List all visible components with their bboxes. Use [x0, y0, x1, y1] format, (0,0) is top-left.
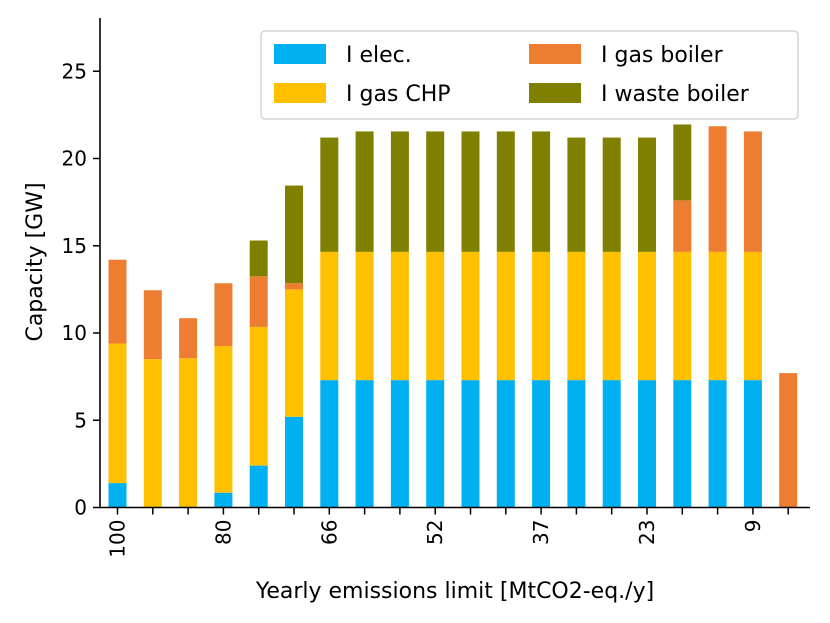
y-tick-label-10: 10: [62, 321, 87, 345]
bar-i-gas-chp-5: [285, 289, 303, 417]
legend-swatch-i-elec: [274, 44, 326, 64]
bar-i-waste-boiler-11: [496, 131, 515, 252]
bar-i-waste-boiler-10: [461, 131, 480, 252]
bar-i-gas-boiler-17: [708, 126, 727, 252]
bar-i-gas-boiler-3: [214, 283, 233, 347]
bar-i-gas-boiler-19: [779, 373, 798, 508]
bar-i-elec-5: [285, 416, 303, 508]
y-tick-label-5: 5: [74, 408, 87, 432]
y-tick-label-0: 0: [74, 496, 87, 520]
bar-i-elec-4: [249, 465, 268, 508]
bar-i-elec-12: [532, 380, 551, 508]
x-tick-label-9: 9: [741, 520, 765, 533]
x-tick-label-100: 100: [106, 520, 130, 558]
bar-i-gas-boiler-2: [179, 318, 198, 359]
legend-label-i-elec: I elec.: [346, 43, 412, 68]
x-tick-label-23: 23: [635, 520, 659, 545]
bar-i-gas-chp-6: [320, 251, 339, 381]
bar-i-elec-8: [390, 380, 409, 508]
bar-i-gas-chp-7: [355, 251, 374, 381]
legend-label-i-gas-chp: I gas CHP: [346, 82, 451, 107]
bar-i-gas-boiler-4: [249, 276, 268, 327]
bar-i-gas-chp-11: [496, 251, 515, 381]
bar-i-waste-boiler-9: [426, 131, 445, 252]
bar-i-gas-boiler-0: [108, 259, 127, 344]
bar-i-elec-15: [638, 380, 656, 508]
bar-i-waste-boiler-13: [567, 137, 586, 252]
bar-i-waste-boiler-5: [285, 185, 303, 284]
bar-i-elec-6: [320, 380, 339, 508]
bar-i-waste-boiler-15: [638, 137, 656, 252]
bar-i-waste-boiler-8: [390, 131, 409, 252]
legend-label-i-waste-boiler: I waste boiler: [601, 82, 750, 107]
bar-i-gas-chp-15: [638, 251, 656, 381]
bar-i-gas-boiler-1: [143, 290, 162, 360]
bar-i-waste-boiler-12: [532, 131, 551, 252]
bar-i-gas-boiler-18: [743, 131, 762, 252]
legend-swatch-i-gas-boiler: [529, 44, 581, 64]
x-ticks: 100 80 66 52 37 23 9: [106, 507, 789, 558]
bar-i-elec-16: [673, 380, 692, 508]
y-tick-label-25: 25: [62, 59, 87, 83]
x-tick-label-66: 66: [317, 520, 341, 545]
bar-i-gas-chp-1: [143, 359, 162, 508]
bar-i-gas-chp-0: [108, 343, 127, 484]
bar-i-elec-10: [461, 380, 480, 508]
y-ticks: 0 5 10 15 20 25: [62, 59, 100, 520]
bar-i-gas-boiler-5: [285, 283, 303, 290]
bar-i-gas-chp-17: [708, 251, 727, 381]
bar-i-elec-7: [355, 380, 374, 508]
axes: [99, 18, 810, 509]
bar-i-elec-3: [214, 492, 233, 508]
bar-i-gas-chp-12: [532, 251, 551, 381]
bar-i-elec-9: [426, 380, 445, 508]
bar-i-gas-chp-3: [214, 346, 233, 493]
bar-group: [108, 124, 798, 508]
y-tick-label-15: 15: [62, 234, 87, 258]
bar-i-gas-chp-9: [426, 251, 445, 381]
bar-i-waste-boiler-7: [355, 131, 374, 252]
bar-i-waste-boiler-16: [673, 124, 692, 201]
bar-i-waste-boiler-6: [320, 137, 339, 252]
bar-i-elec-11: [496, 380, 515, 508]
legend-label-i-gas-boiler: I gas boiler: [601, 43, 724, 68]
bar-i-elec-14: [602, 380, 621, 508]
x-tick-label-37: 37: [529, 520, 553, 545]
y-tick-label-20: 20: [62, 147, 87, 171]
y-axis-title: Capacity [GW]: [23, 182, 48, 341]
bar-i-elec-18: [743, 380, 762, 508]
bar-i-waste-boiler-4: [249, 240, 268, 277]
legend-swatch-i-waste-boiler: [529, 83, 581, 103]
bar-i-gas-chp-14: [602, 251, 621, 381]
bar-i-gas-chp-10: [461, 251, 480, 381]
bar-i-gas-boiler-16: [673, 200, 692, 252]
bar-i-gas-chp-18: [743, 251, 762, 381]
x-tick-label-80: 80: [211, 520, 235, 545]
bar-i-elec-13: [567, 380, 586, 508]
bar-i-gas-chp-2: [179, 358, 198, 508]
legend-frame: [260, 30, 799, 120]
bar-i-gas-chp-4: [249, 326, 268, 466]
x-axis-title: Yearly emissions limit [MtCO2-eq./y]: [255, 579, 654, 604]
x-tick-label-52: 52: [423, 520, 447, 545]
legend-swatch-i-gas-chp: [274, 83, 326, 103]
bar-i-waste-boiler-14: [602, 137, 621, 252]
bar-i-gas-chp-16: [673, 251, 692, 381]
bar-i-elec-17: [708, 380, 727, 508]
bar-i-gas-chp-8: [390, 251, 409, 381]
bar-i-elec-0: [108, 483, 127, 508]
legend: I elec. I gas CHP I gas boiler I waste boil…: [260, 30, 799, 120]
bar-i-gas-chp-13: [567, 251, 586, 381]
